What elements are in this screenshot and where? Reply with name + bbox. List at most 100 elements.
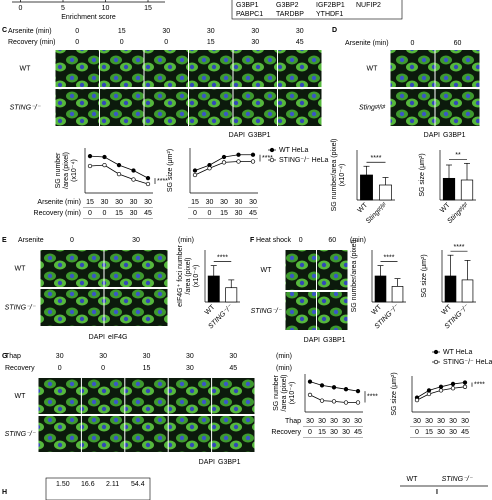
micrograph — [40, 289, 104, 326]
x-tick-label: 15 — [115, 210, 123, 217]
row-label: WT — [367, 65, 379, 72]
y-axis-label: (x10⁻⁴) — [193, 265, 200, 288]
column-header: WT — [407, 476, 419, 483]
data-point — [192, 168, 198, 173]
y-axis-label: (x10⁻⁴) — [71, 159, 78, 182]
error-bar — [394, 278, 401, 287]
data-point — [102, 162, 107, 168]
x-tick-label: 45 — [249, 210, 257, 217]
condition-name: Thap — [5, 353, 21, 360]
y-axis-label: (x10⁻⁴) — [289, 382, 296, 405]
data-point — [236, 159, 241, 164]
micrograph — [81, 378, 125, 414]
micrograph — [125, 378, 168, 414]
stain-label: DAPI — [199, 459, 215, 466]
panel-label: I — [436, 489, 438, 496]
error-bar — [210, 265, 217, 276]
gene-name: TARDBP — [276, 11, 304, 18]
stain-label: G3BP1 — [323, 337, 346, 344]
panel-label: D — [332, 27, 337, 34]
stain-label: G3BP1 — [248, 132, 271, 139]
table-cell: 54.4 — [131, 481, 145, 488]
condition-value: 30 — [99, 353, 107, 360]
stain-label: DAPI — [424, 132, 440, 139]
error-bar — [464, 162, 470, 180]
bar — [360, 174, 373, 201]
x-tick-label: 30 — [413, 418, 421, 425]
micrograph — [104, 250, 168, 287]
data-point — [307, 392, 313, 398]
x-tick-label: 15 — [191, 199, 199, 206]
data-point — [343, 387, 349, 392]
gene-name: NUFIP2 — [356, 2, 381, 9]
condition-value: 30 — [186, 365, 194, 372]
data-point — [116, 162, 122, 168]
condition-name: Arsenite (min) — [345, 40, 389, 47]
panel-label: F — [250, 237, 255, 244]
significance: **** — [454, 244, 465, 251]
micrograph — [233, 50, 277, 87]
micrograph — [40, 250, 104, 287]
gene-box — [231, 0, 403, 20]
x-tick-label: 15 — [425, 429, 433, 436]
x-tick-label: 0 — [308, 429, 312, 436]
data-point — [343, 400, 349, 405]
data-point — [331, 385, 337, 390]
y-axis-label: SG number/area (pixel) — [351, 240, 358, 313]
micrograph — [81, 416, 125, 452]
data-point — [450, 386, 456, 391]
x-tick-label: 15 — [220, 210, 228, 217]
x-tick-label: 0 — [208, 210, 212, 217]
condition-name: Arsenite — [18, 237, 44, 244]
condition-value: 0 — [70, 237, 74, 244]
x-tick-label: 30 — [449, 418, 457, 425]
data-point — [319, 383, 325, 388]
condition-name: Heat shock — [256, 237, 292, 244]
legend-marker — [269, 147, 275, 153]
micrograph — [435, 89, 480, 126]
table-cell: 1.50 — [56, 481, 70, 488]
data-point — [221, 154, 227, 160]
panel-label: G — [2, 353, 8, 360]
micrograph — [168, 378, 212, 414]
x-tick-label: 30 — [144, 199, 152, 206]
error-bar — [382, 177, 389, 185]
data-point — [307, 379, 313, 384]
data-point — [450, 381, 456, 387]
micrograph — [317, 250, 348, 290]
micrograph — [285, 250, 316, 290]
x-tick-label: 30 — [330, 429, 338, 436]
x-tick-label: 30 — [461, 418, 469, 425]
significance: **** — [384, 254, 395, 261]
legend-label: WT HeLa — [279, 147, 309, 154]
x-tick-label: 30 — [115, 199, 123, 206]
legend-label: STING⁻/⁻ HeLa — [443, 359, 492, 366]
micrograph — [390, 50, 435, 87]
error-bar — [447, 254, 454, 276]
stain-label: DAPI — [89, 334, 105, 341]
x-tick-label: 30 — [220, 199, 228, 206]
x-tick-label: WT — [357, 201, 370, 214]
x-tick-label: 15 — [86, 199, 94, 206]
x-tick-label: 45 — [461, 429, 469, 436]
bar — [461, 279, 474, 303]
stain-label: G3BP1 — [443, 132, 466, 139]
x-tick-label: 30 — [306, 418, 314, 425]
bar — [207, 275, 220, 303]
condition-value: 15 — [118, 28, 126, 35]
micrograph — [100, 50, 144, 87]
y-axis-label: /area (pixel) — [281, 375, 288, 412]
stain-label: DAPI — [304, 337, 320, 344]
x-tick-label: 30 — [130, 199, 138, 206]
x-row-name: Recovery — [271, 429, 301, 436]
x-tick-label: WT — [371, 303, 384, 316]
error-bar — [464, 260, 471, 280]
error-bar — [377, 265, 384, 276]
data-point — [319, 398, 325, 403]
micrograph — [168, 416, 212, 452]
x-tick-label: 0 — [103, 210, 107, 217]
condition-value: 30 — [251, 28, 259, 35]
row-label: STING⁻/⁻ — [5, 304, 37, 311]
x-row-name: Arsenite (min) — [37, 199, 81, 206]
data-point — [438, 388, 444, 393]
